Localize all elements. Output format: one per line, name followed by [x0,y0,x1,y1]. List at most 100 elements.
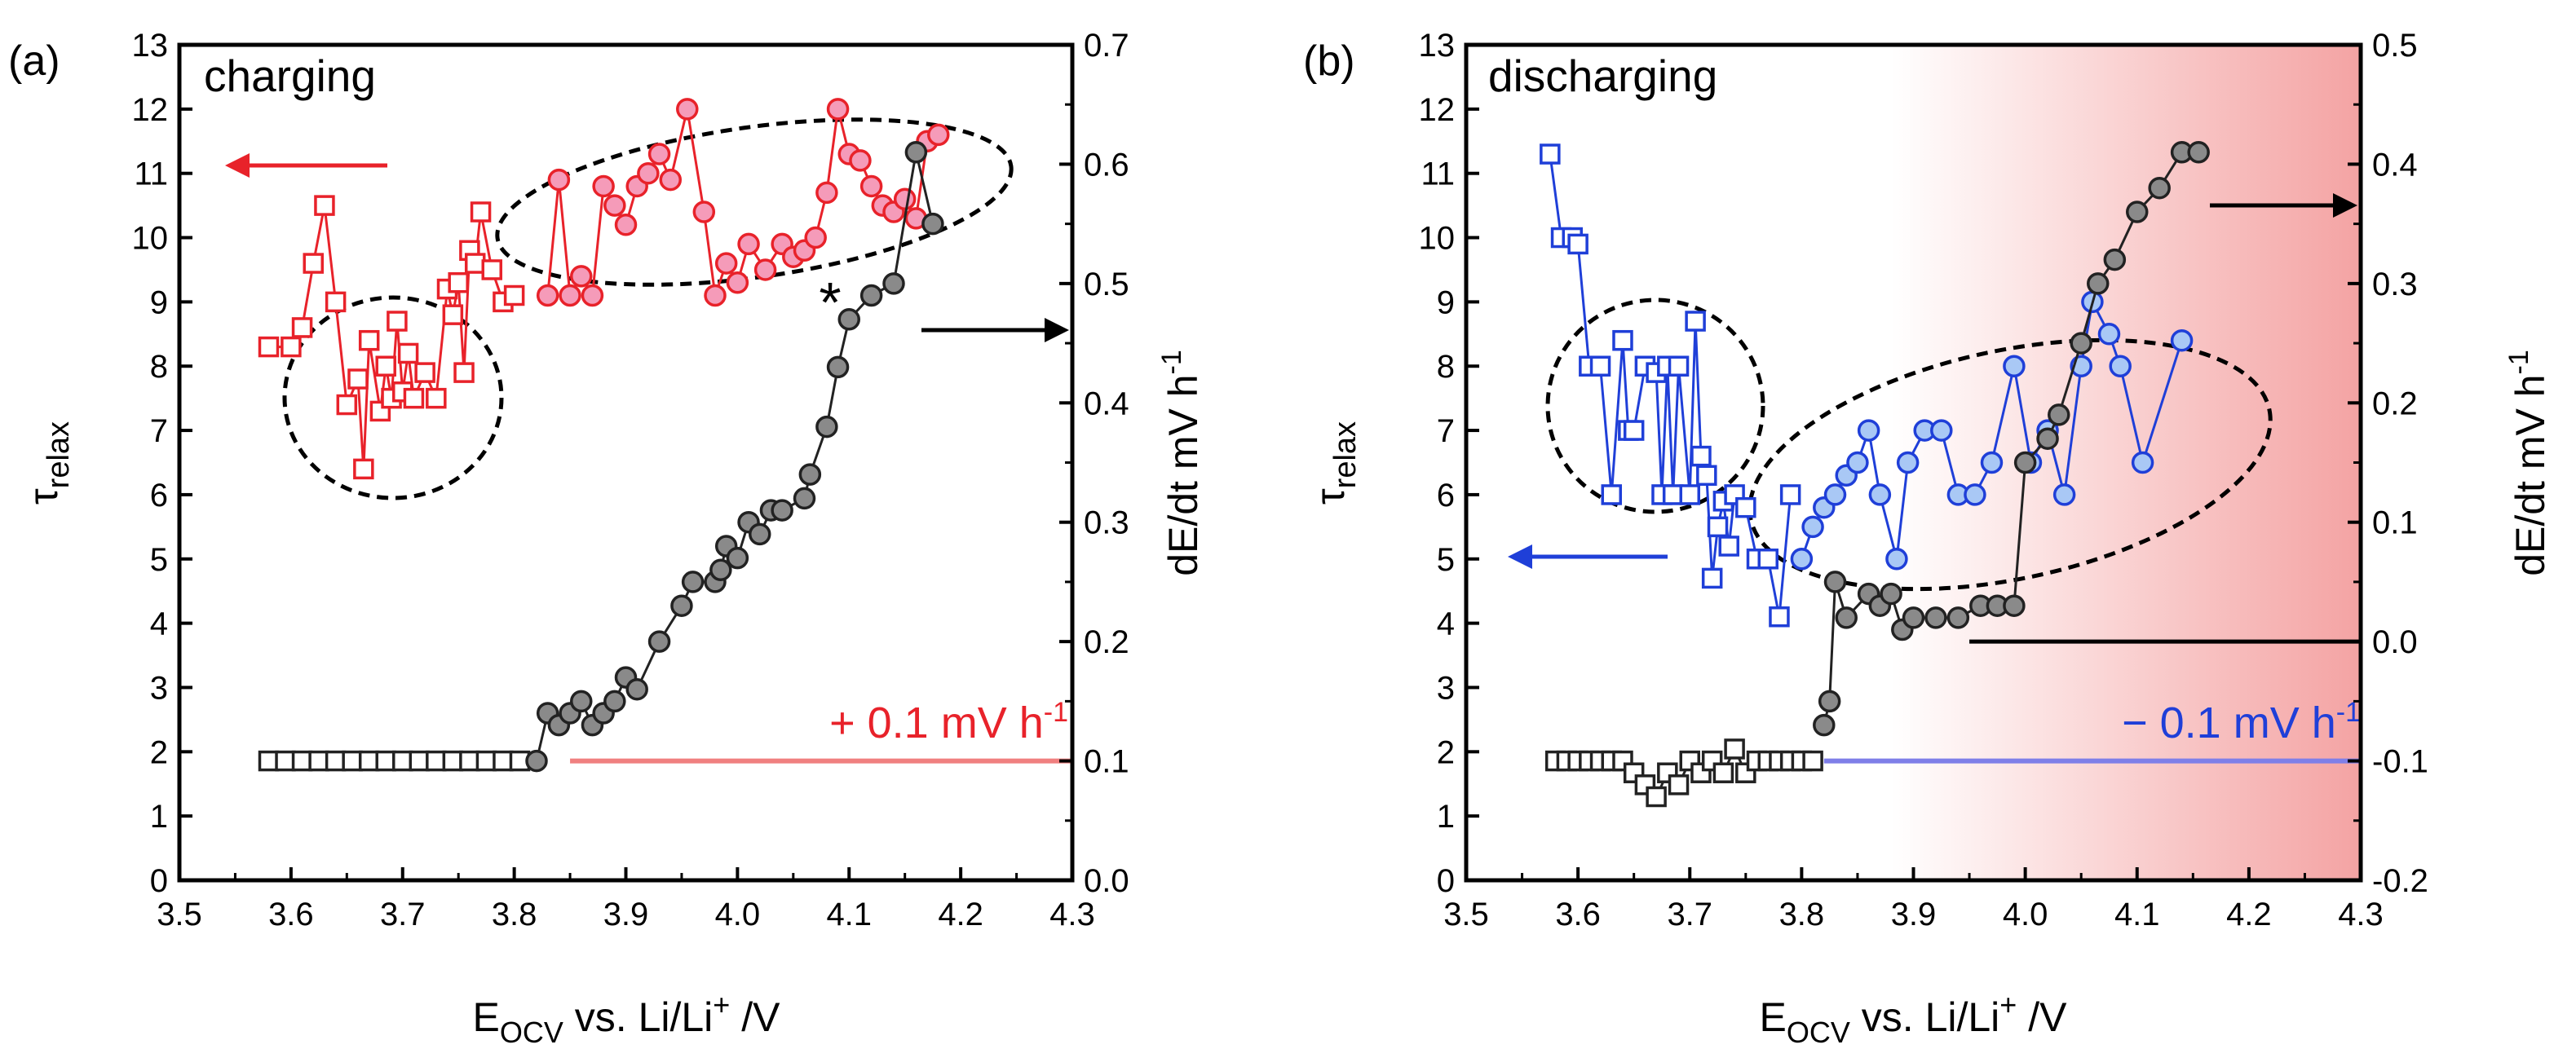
data-point [1835,606,1858,629]
y-left-tick-label: 0 [1437,863,1455,899]
y-right-tick-label: 0.5 [1084,267,1129,302]
data-point [1540,143,1561,165]
data-point [647,143,671,165]
data-point [826,355,850,379]
x-tick-label: 3.5 [1443,897,1489,932]
data-point [1880,582,1902,606]
data-point [2003,594,2026,617]
y-left-tick-label: 8 [150,349,168,385]
series-line [1549,153,1792,618]
data-point [647,630,671,653]
data-point [1623,420,1645,441]
y-left-tick-label: 8 [1437,349,1455,385]
shaded-region [1891,45,2361,880]
data-point [893,187,917,210]
data-point [426,750,447,772]
x-tick-label: 3.6 [1555,897,1601,932]
data-point [592,174,615,198]
data-point [849,149,872,172]
data-point [2052,483,2076,506]
data-point [581,284,604,307]
data-point [2036,427,2059,450]
y-right-tick-label: 0.5 [2372,28,2418,64]
data-point [342,750,363,772]
y-left-tick-label: 1 [1437,799,1455,835]
data-point [2148,176,2171,200]
data-point [1662,484,1684,505]
y-right-tick-label: 0.1 [1084,744,1129,780]
data-point [676,98,699,121]
x-label-mid: vs. Li/Li [1850,994,1999,1040]
y-right-tick-label: -0.2 [2372,863,2428,899]
data-point [815,181,838,205]
data-point [442,750,464,772]
data-point [614,214,638,236]
data-point [681,571,705,593]
series-group [1540,141,2210,808]
x-tick-label: 3.7 [380,897,426,932]
data-point [603,690,626,713]
series-line [535,152,935,761]
data-point [353,458,374,480]
data-point [1685,311,1706,332]
rate-label: − 0.1 mV h-1 [2122,697,2361,747]
data-point [414,362,435,383]
data-point [1868,483,1892,506]
y-left-label-sub: relax [42,421,76,488]
x-tick-label: 3.5 [157,897,202,932]
data-point [1701,567,1723,589]
data-point [1696,465,1717,487]
data-point [1718,536,1739,557]
data-point [714,252,738,275]
y-right-label-sup: -1 [1156,350,1187,374]
data-point [291,317,313,338]
y-right-tick-label: 0.6 [1084,147,1129,183]
data-point [1818,690,1841,713]
y-left-tick-label: 12 [132,92,169,128]
data-point [1885,548,1908,571]
data-point [804,226,827,249]
data-point [291,750,313,772]
panel-b: (b) discharging − 0.1 mV h-1 3.5 3.6 3.7 3.… [1303,28,2553,1049]
data-point [659,168,682,192]
data-point [464,253,486,274]
rate-label-sup: -1 [1044,697,1068,728]
data-point [347,368,369,390]
data-point [1779,484,1801,505]
ellipse-high-voltage [1748,337,2273,592]
data-point [392,750,413,772]
x-label-sub: OCV [1787,1016,1850,1049]
y-right-label-sup: -1 [2503,350,2534,374]
x-label-end: /V [730,994,780,1040]
star-annotation: * [819,271,841,334]
data-point [1823,571,1847,593]
y-left-tick-label: 10 [132,221,169,257]
data-point [2131,451,2154,474]
data-point [493,750,514,772]
x-tick-label: 3.8 [492,897,537,932]
rate-label-main: − 0.1 mV h [2122,699,2336,747]
x-label-main: E [473,994,500,1040]
data-point [1668,355,1690,377]
y-right-tick-label: 0.2 [1084,624,1129,660]
x-axis-label: EOCV vs. Li/Li+ /V [473,988,781,1049]
data-point [826,98,850,121]
data-point [409,750,431,772]
panel-title: charging [204,51,376,101]
data-point [375,355,396,377]
data-point [275,750,296,772]
x-tick-label: 3.7 [1667,897,1712,932]
data-point [358,750,380,772]
data-point [859,174,883,198]
y-right-tick-label: 0.2 [2372,386,2418,421]
data-point [2126,201,2149,223]
y-right-tick-label: 0.7 [1084,28,1129,64]
data-point [2187,141,2210,164]
data-point [2048,403,2070,426]
y-left-tick-label: 4 [1437,606,1455,642]
data-point [570,265,593,288]
data-point [303,253,324,274]
data-point [1668,774,1690,796]
y-left-tick-label: 4 [150,606,168,642]
data-point [453,362,475,383]
